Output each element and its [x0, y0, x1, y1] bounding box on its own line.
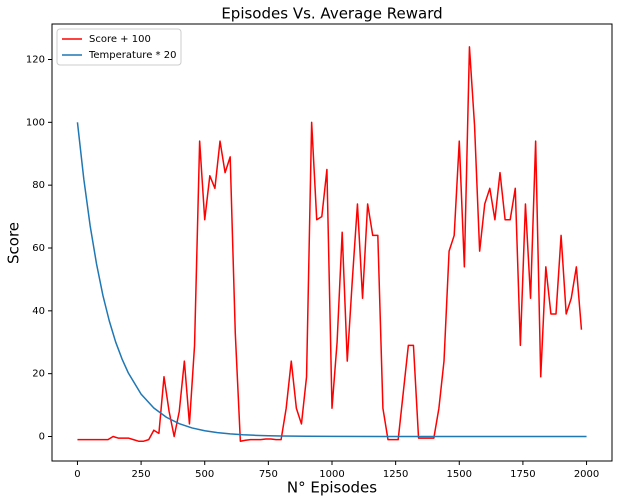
plot-frame [51, 23, 613, 462]
y-tick-label: 100 [26, 117, 45, 128]
x-tick-label: 250 [132, 469, 151, 480]
x-tick-label: 1000 [319, 469, 344, 480]
series-line [77, 46, 583, 442]
x-tick-label: 500 [195, 469, 214, 480]
y-tick-label: 60 [32, 243, 45, 254]
series-line [76, 122, 587, 438]
x-tick-label: 1250 [383, 469, 408, 480]
legend-box [56, 28, 182, 66]
y-tick-label: 40 [32, 306, 45, 317]
x-tick-label: 0 [74, 469, 80, 480]
y-tick-label: 20 [32, 369, 45, 380]
x-tick-label: 750 [259, 469, 278, 480]
y-tick-label: 0 [39, 431, 45, 442]
legend-label: Score + 100 [89, 34, 151, 45]
x-tick-label: 1750 [510, 469, 535, 480]
x-tick-label: 2000 [574, 469, 599, 480]
y-tick-label: 80 [32, 180, 45, 191]
chart-title: Episodes Vs. Average Reward [221, 5, 442, 23]
x-tick-label: 1500 [447, 469, 472, 480]
y-axis-label: Score [5, 222, 23, 264]
legend-label: Temperature * 20 [88, 50, 176, 61]
y-tick-label: 120 [26, 55, 45, 66]
x-axis-label: N° Episodes [287, 479, 377, 497]
